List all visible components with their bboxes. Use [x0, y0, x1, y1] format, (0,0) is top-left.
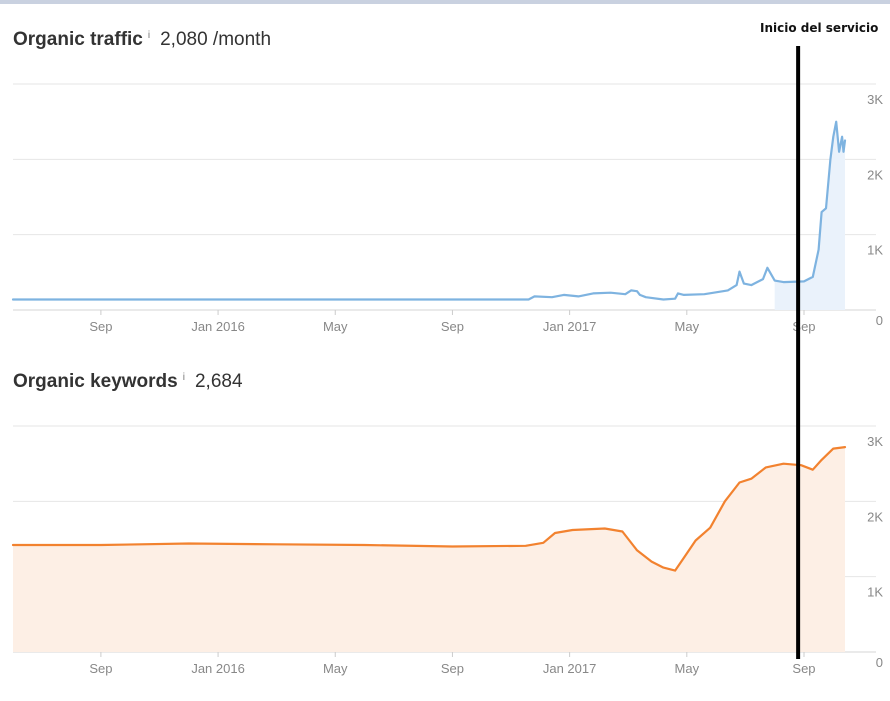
- organic-traffic-title: Organic traffic: [13, 29, 143, 50]
- organic-traffic-value: 2,080 /month: [160, 29, 272, 50]
- y-tick-label: 0: [876, 655, 883, 670]
- x-tick-label: Jan 2017: [543, 661, 597, 676]
- info-icon[interactable]: i: [182, 372, 185, 383]
- organic-keywords-value: 2,684: [194, 371, 243, 392]
- x-tick-label: May: [675, 319, 700, 334]
- y-tick-label: 2K: [867, 509, 883, 524]
- y-tick-label: 1K: [867, 243, 883, 258]
- y-tick-label: 3K: [867, 92, 883, 107]
- x-tick-label: May: [323, 319, 348, 334]
- chart-keywords: 3K 2K 1K 0 Sep Jan 2016 May Sep Jan 2017 May Sep: [11, 425, 883, 676]
- x-tick-label: Sep: [89, 661, 112, 676]
- organic-keywords-title: Organic keywords: [13, 371, 178, 392]
- info-icon[interactable]: i: [147, 30, 151, 41]
- x-tick-label: Jan 2016: [191, 319, 245, 334]
- service-start-annotation: Inicio del servicio: [760, 21, 879, 35]
- y-tick-label: 3K: [867, 434, 883, 449]
- y-tick-label: 2K: [867, 167, 883, 182]
- x-tick-label: Jan 2017: [543, 319, 597, 334]
- keywords-area: [13, 447, 845, 652]
- x-tick-label: Sep: [441, 319, 464, 334]
- x-tick-label: May: [675, 661, 700, 676]
- traffic-area: [774, 121, 845, 310]
- x-tick-label: Sep: [792, 661, 815, 676]
- y-tick-label: 1K: [867, 585, 883, 600]
- x-tick-label: Sep: [441, 661, 464, 676]
- chart-traffic: 3K 2K 1K 0 Sep Jan 2016 May Sep Jan 2017 May Sep: [11, 83, 883, 334]
- traffic-series-line: [11, 120, 847, 301]
- keywords-series-line: [11, 446, 847, 572]
- top-border: [0, 0, 890, 4]
- organic-traffic-header: Organic traffic i 2,080 /month: [13, 29, 271, 51]
- y-tick-label: 0: [876, 313, 883, 328]
- x-tick-label: May: [323, 661, 348, 676]
- x-tick-label: Jan 2016: [191, 661, 245, 676]
- x-tick-label: Sep: [792, 319, 815, 334]
- x-tick-label: Sep: [89, 319, 112, 334]
- organic-keywords-header: Organic keywords i 2,684: [13, 371, 243, 393]
